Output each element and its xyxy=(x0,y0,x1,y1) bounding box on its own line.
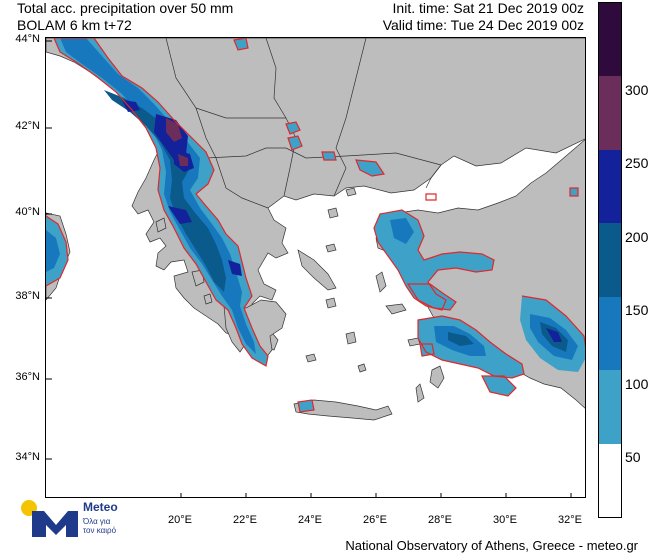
title-line-2: BOLAM 6 km t+72 xyxy=(17,17,132,33)
meteo-logo xyxy=(21,500,78,537)
footer-credit: National Observatory of Athens, Greece -… xyxy=(345,538,638,553)
land-limnos xyxy=(327,207,339,219)
precip-antalya-200 xyxy=(546,328,562,342)
lat-label-42: 42°N xyxy=(15,120,40,132)
colorbar-segment-300plus xyxy=(599,3,621,77)
precip-crete-west xyxy=(298,400,314,412)
precip-colorbar xyxy=(598,2,622,518)
colorbar-segment-below-50 xyxy=(599,443,621,517)
map-canvas xyxy=(46,38,585,497)
precipitation-map xyxy=(45,37,586,498)
land-crete xyxy=(293,399,393,421)
precip-west-coast-100 xyxy=(60,38,256,354)
precip-se-50 xyxy=(482,376,516,396)
lat-label-36: 36°N xyxy=(15,371,40,383)
land-zakynthos xyxy=(203,293,213,305)
land-corfu xyxy=(155,217,167,233)
land-naxos xyxy=(345,331,357,345)
lon-label-26: 26°E xyxy=(363,514,387,526)
axis-ticks xyxy=(46,40,572,497)
lat-label-44: 44°N xyxy=(15,33,40,45)
land-santorini xyxy=(357,363,367,373)
colorbar-label-100: 100 xyxy=(625,376,649,392)
lon-label-28: 28°E xyxy=(428,514,452,526)
logo-m-mark-icon xyxy=(32,511,78,537)
colorbar-label-250: 250 xyxy=(625,155,649,171)
logo-name: Meteo xyxy=(83,500,118,514)
colorbar-segment-150-200 xyxy=(599,223,621,297)
colorbar-segment-200-250 xyxy=(599,149,621,224)
valid-time: Valid time: Tue 24 Dec 2019 00z xyxy=(382,17,584,33)
colorbar-segment-250-300 xyxy=(599,76,621,150)
precip-north-small-1 xyxy=(234,38,248,50)
lat-label-40: 40°N xyxy=(15,206,40,218)
lon-label-30: 30°E xyxy=(493,514,517,526)
colorbar-label-300: 300 xyxy=(625,82,649,98)
land-samos xyxy=(385,303,407,315)
colorbar-label-150: 150 xyxy=(625,302,649,318)
precip-north-small-6 xyxy=(570,188,578,196)
land-milos xyxy=(305,353,317,363)
border-layer xyxy=(165,38,442,209)
title-line-1: Total acc. precipitation over 50 mm xyxy=(17,0,234,16)
map-title: Total acc. precipitation over 50 mm BOLA… xyxy=(17,0,233,34)
lon-label-24: 24°E xyxy=(298,514,322,526)
logo-tagline-2: τον καιρό xyxy=(83,526,117,535)
lon-label-32: 32°E xyxy=(558,514,582,526)
land-thasos xyxy=(345,187,357,197)
land-karpathos xyxy=(415,383,425,403)
precip-north-small-4 xyxy=(322,152,336,160)
precip-italy-100 xyxy=(46,230,60,272)
colorbar-label-200: 200 xyxy=(625,229,649,245)
precip-sw-anatolia-150 xyxy=(448,332,474,346)
precip-west-coast-150 xyxy=(104,90,226,292)
init-time: Init. time: Sat 21 Dec 2019 00z xyxy=(392,0,584,16)
land-skyros xyxy=(325,243,337,253)
land-evia xyxy=(297,249,337,291)
precip-core-250-b xyxy=(178,154,188,166)
lon-label-22: 22°E xyxy=(233,514,257,526)
precip-core-200-e xyxy=(228,260,242,276)
precip-north-small-3 xyxy=(288,136,302,150)
precip-aegean-100 xyxy=(390,218,414,244)
logo-tagline-1: Όλα για xyxy=(83,517,111,526)
lat-label-38: 38°N xyxy=(15,290,40,302)
lat-label-34: 34°N xyxy=(15,451,40,463)
run-times: Init. time: Sat 21 Dec 2019 00z Valid ti… xyxy=(383,0,584,34)
land-andros xyxy=(325,297,337,309)
colorbar-segment-50-100 xyxy=(599,370,621,444)
precip-core-200-d xyxy=(168,206,192,224)
lon-label-20: 20°E xyxy=(168,514,192,526)
precip-layer xyxy=(46,38,585,412)
colorbar-segment-100-150 xyxy=(599,296,621,371)
colorbar-label-50: 50 xyxy=(625,449,641,465)
land-rhodes xyxy=(429,365,445,389)
contour-layer xyxy=(46,38,585,413)
land-chios xyxy=(375,271,387,293)
